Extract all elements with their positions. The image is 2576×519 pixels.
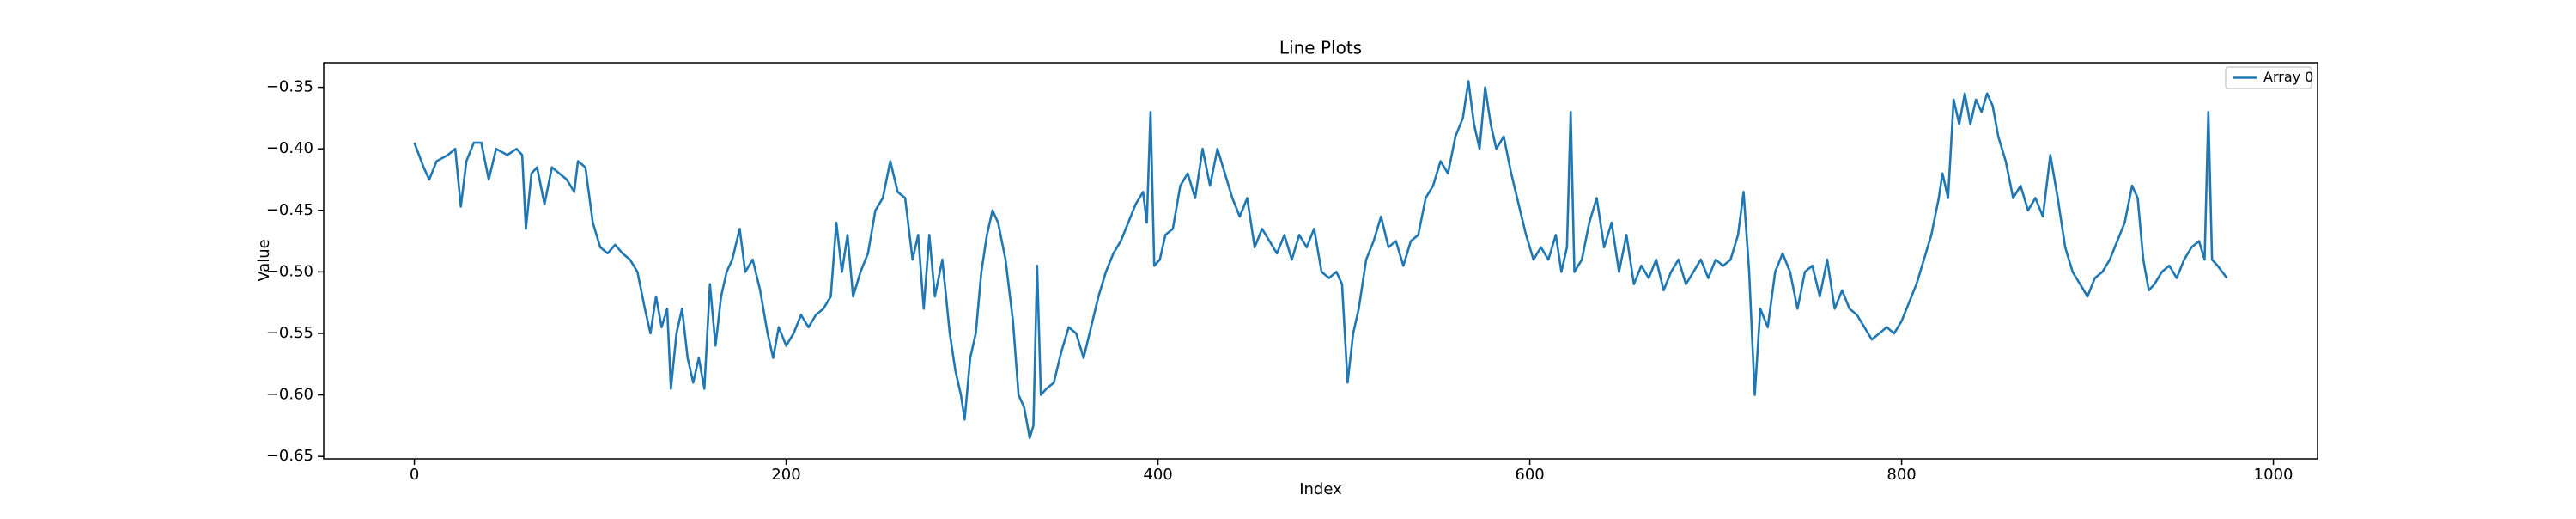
y-axis-label: Value — [255, 239, 273, 281]
chart-title: Line Plots — [1279, 38, 1362, 58]
y-tick-label: −0.55 — [266, 324, 313, 342]
legend-box — [2225, 66, 2312, 89]
x-tick-label: 800 — [1886, 466, 1916, 484]
x-axis-label: Index — [1299, 480, 1342, 498]
x-tick-label: 400 — [1143, 466, 1172, 484]
y-tick-label: −0.50 — [266, 262, 313, 280]
y-tick-label: −0.40 — [266, 139, 313, 157]
y-tick-label: −0.35 — [266, 78, 313, 96]
plot-frame — [323, 62, 2318, 460]
x-tick-label: 1000 — [2254, 466, 2293, 484]
x-tick-label: 600 — [1515, 466, 1544, 484]
x-tick-label: 200 — [771, 466, 800, 484]
y-tick-label: −0.60 — [266, 386, 313, 404]
x-tick-label: 0 — [410, 466, 419, 484]
legend-label: Array 0 — [2263, 69, 2313, 85]
y-tick-label: −0.45 — [266, 201, 313, 219]
y-tick-label: −0.65 — [266, 447, 313, 465]
data-line — [413, 80, 2228, 439]
